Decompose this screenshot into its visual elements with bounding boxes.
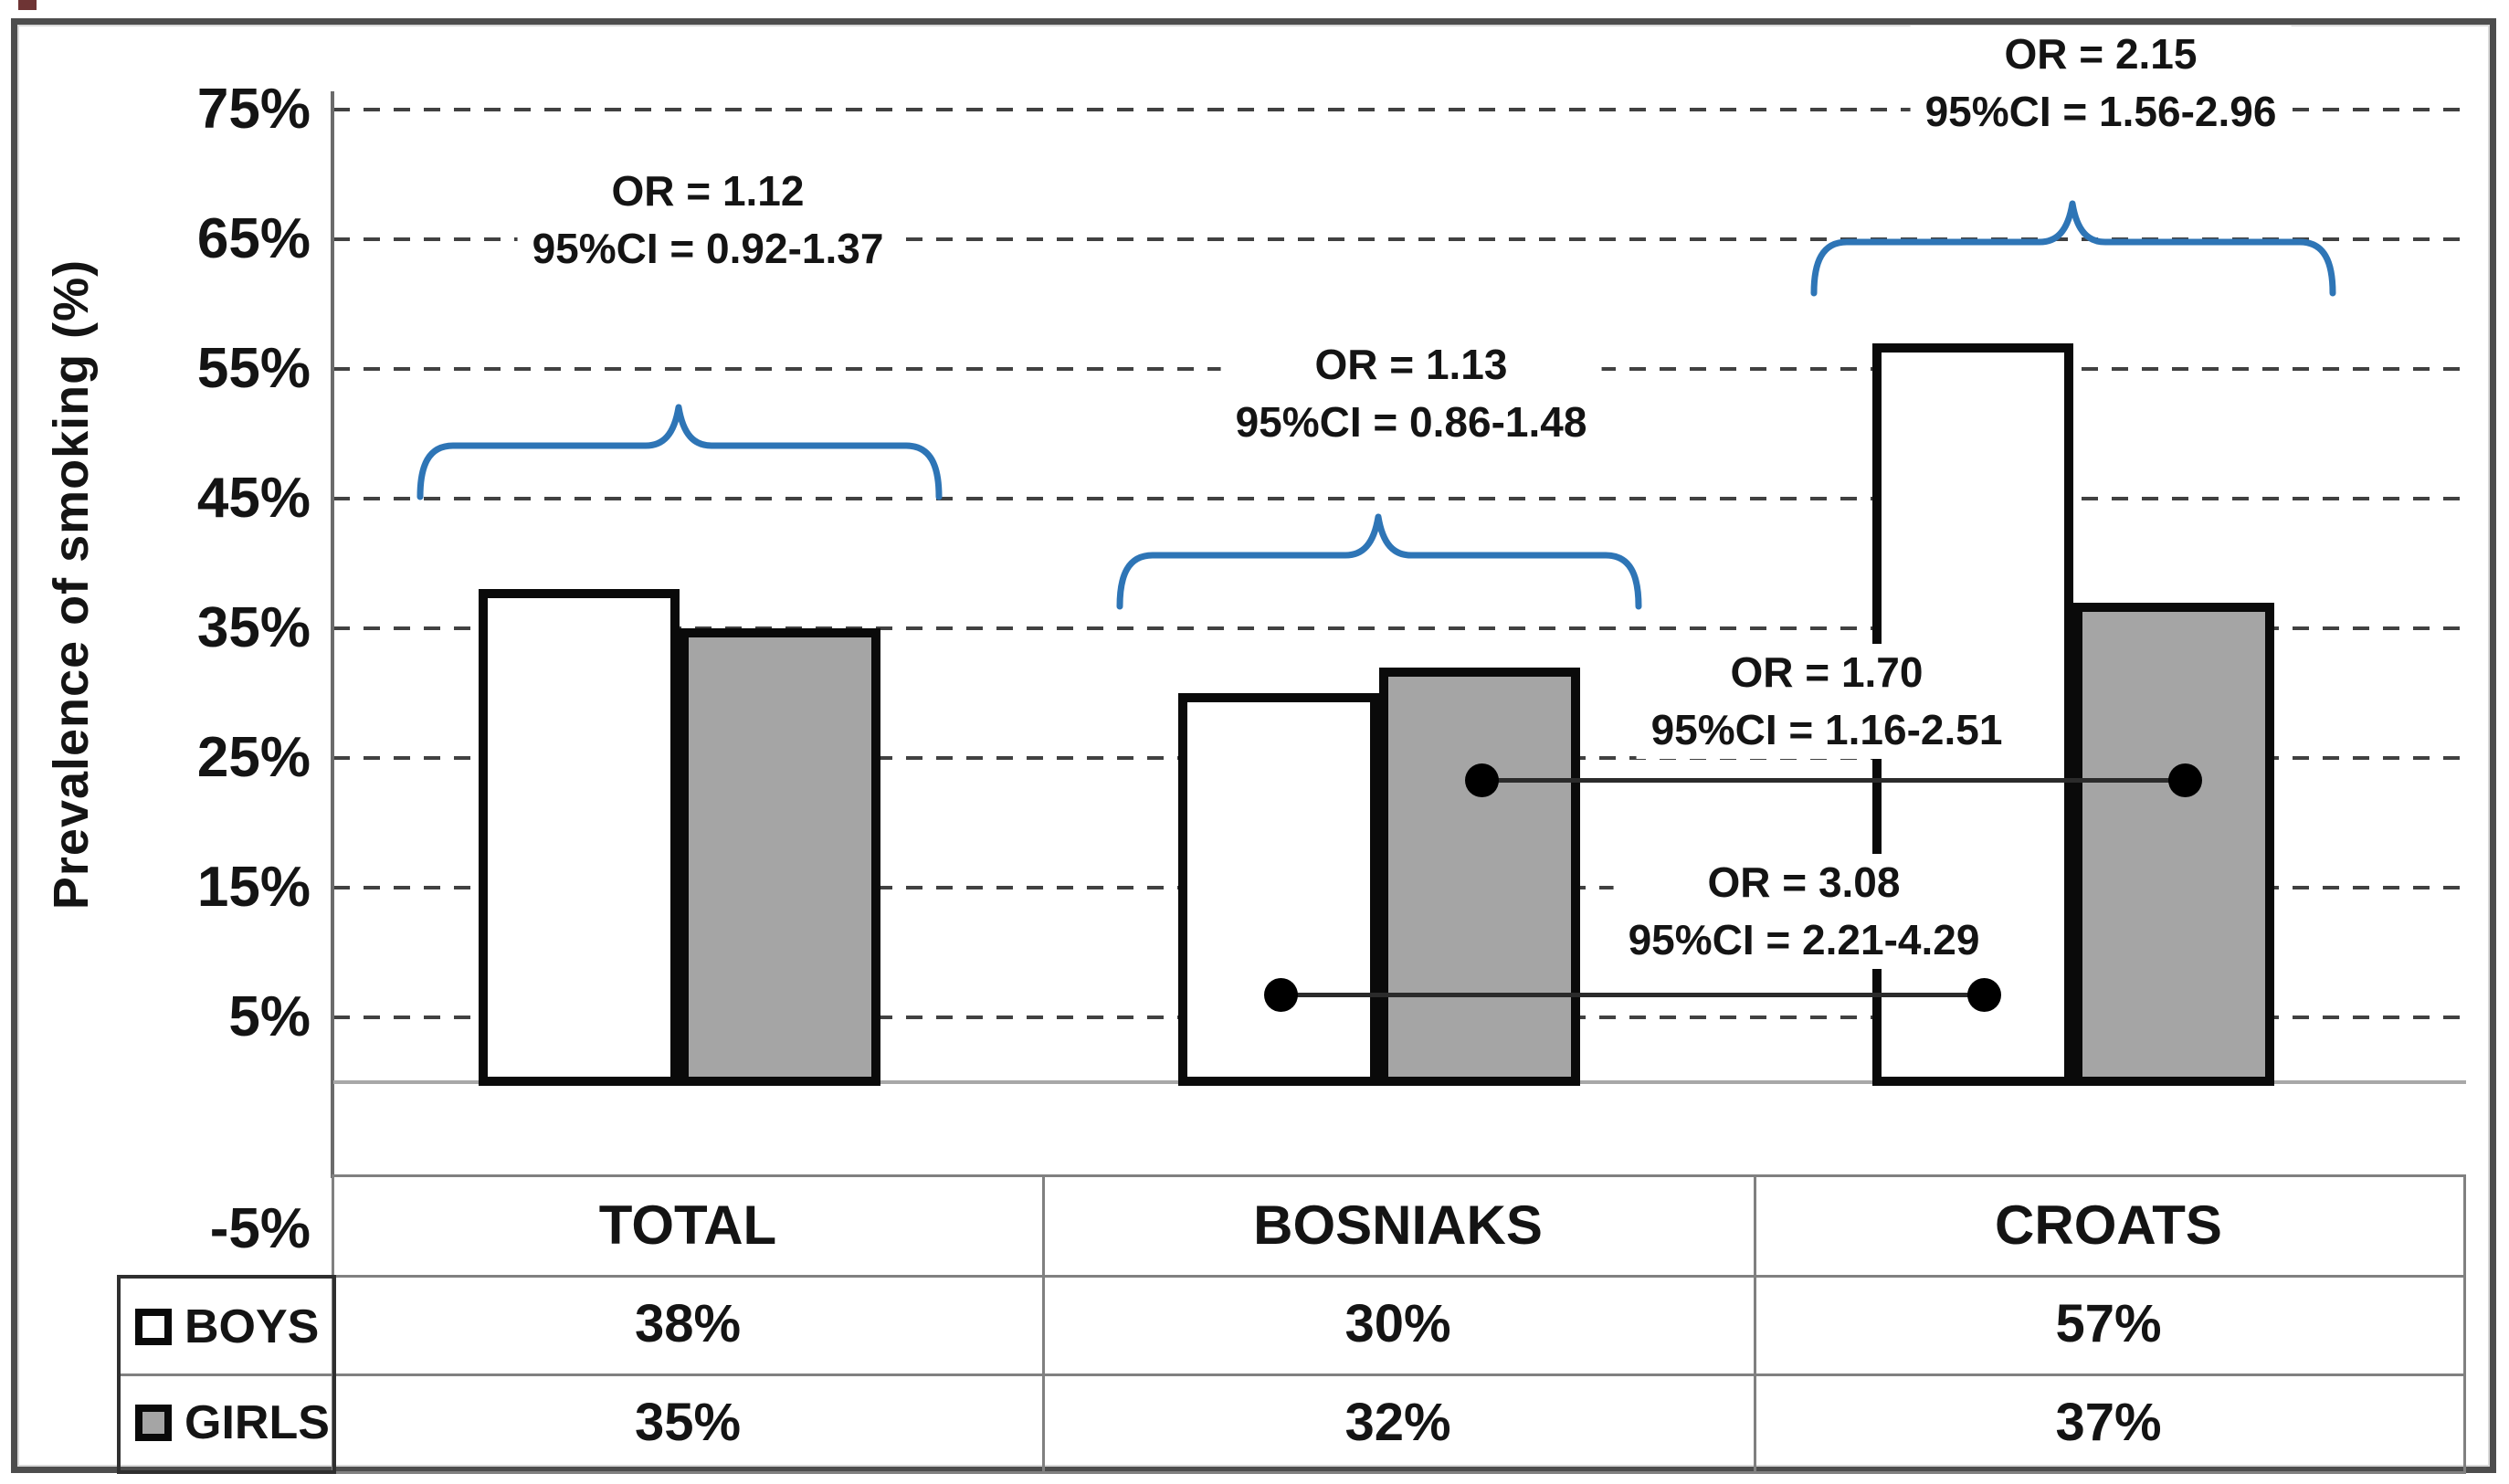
y-tick-15: 15% <box>196 856 311 919</box>
annotation-total-or: OR = 1.12 <box>517 163 899 220</box>
y-tick-5: 5% <box>228 985 311 1048</box>
annotation-croats-ci: 95%CI = 1.56-2.96 <box>1910 83 2292 141</box>
legend-row-girls: GIRLS <box>121 1374 332 1470</box>
bar-boys-total <box>479 589 680 1086</box>
gridline-45 <box>333 497 2466 500</box>
table-line-row2-top <box>117 1373 2466 1376</box>
table-line-header-top <box>333 1174 2466 1177</box>
girls-swatch-icon <box>135 1404 172 1441</box>
table-line-bottom <box>117 1471 2466 1474</box>
annotation-boys-or: OR = 3.08 <box>1613 854 1995 911</box>
table-cell-girls-croats: 37% <box>2055 1393 2162 1452</box>
y-tick-65: 65% <box>196 207 311 270</box>
legend-label-boys: BOYS <box>184 1300 320 1353</box>
gridline-65 <box>333 237 2466 241</box>
annotation-bosniaks-or: OR = 1.13 <box>1220 336 1602 394</box>
legend-label-girls: GIRLS <box>184 1395 330 1449</box>
y-tick-neg5: -5% <box>209 1197 311 1260</box>
gridline-35 <box>333 626 2466 630</box>
annotation-girls-or: OR = 1.70 <box>1636 644 2018 701</box>
annotation-boys-ci: 95%CI = 2.21-4.29 <box>1613 911 1995 969</box>
y-tick-55: 55% <box>196 337 311 400</box>
table-cell-girls-total: 35% <box>634 1393 742 1452</box>
y-tick-35: 35% <box>196 596 311 659</box>
table-cell-boys-bosniaks: 30% <box>1344 1294 1451 1353</box>
annotation-total: OR = 1.12 95%CI = 0.92-1.37 <box>517 163 899 278</box>
annotation-croats: OR = 2.15 95%CI = 1.56-2.96 <box>1910 26 2292 141</box>
or-line-girls-comparison <box>1465 763 2202 797</box>
table-cell-boys-total: 38% <box>634 1294 742 1353</box>
dot-bosniak-girls <box>1465 763 1499 797</box>
annotation-girls-ci: 95%CI = 1.16-2.51 <box>1636 701 2018 759</box>
dot-bosniak-boys <box>1264 978 1298 1012</box>
y-tick-75: 75% <box>196 78 311 141</box>
table-vline-col1 <box>1042 1174 1045 1474</box>
bar-girls-croats <box>2073 603 2274 1086</box>
y-axis-line <box>331 91 334 1178</box>
brace-total <box>416 404 943 500</box>
table-line-row1-top <box>117 1275 2466 1278</box>
dot-croat-girls <box>2168 763 2202 797</box>
annotation-croats-or: OR = 2.15 <box>1910 26 2292 83</box>
annotation-bosniaks: OR = 1.13 95%CI = 0.86-1.48 <box>1220 336 1602 451</box>
figure-border <box>11 18 2496 1473</box>
y-tick-45: 45% <box>196 467 311 530</box>
annotation-boys-comparison: OR = 3.08 95%CI = 2.21-4.29 <box>1613 854 1995 969</box>
dot-croat-boys <box>1967 978 2001 1012</box>
table-cell-boys-croats: 57% <box>2055 1294 2162 1353</box>
gridline-75 <box>333 108 2466 111</box>
boys-swatch-icon <box>135 1308 172 1345</box>
legend-row-boys: BOYS <box>121 1279 332 1374</box>
annotation-girls-comparison: OR = 1.70 95%CI = 1.16-2.51 <box>1636 644 2018 759</box>
table-vline-right <box>2463 1174 2466 1474</box>
table-header-croats: CROATS <box>1995 1195 2222 1256</box>
scan-artifact <box>18 0 37 10</box>
table-header-bosniaks: BOSNIAKS <box>1253 1195 1543 1256</box>
bar-girls-bosniaks <box>1379 668 1580 1086</box>
bar-girls-total <box>680 628 880 1086</box>
table-vline-col2 <box>1754 1174 1756 1474</box>
legend: BOYS GIRLS <box>117 1275 336 1474</box>
or-line-boys-comparison <box>1264 978 2001 1012</box>
brace-croats <box>1810 200 2336 297</box>
brace-bosniaks <box>1116 513 1642 610</box>
y-tick-25: 25% <box>196 726 311 789</box>
table-header-total: TOTAL <box>598 1195 777 1256</box>
table-cell-girls-bosniaks: 32% <box>1344 1393 1451 1452</box>
annotation-total-ci: 95%CI = 0.92-1.37 <box>517 220 899 278</box>
annotation-bosniaks-ci: 95%CI = 0.86-1.48 <box>1220 394 1602 451</box>
bar-boys-bosniaks <box>1178 693 1379 1086</box>
